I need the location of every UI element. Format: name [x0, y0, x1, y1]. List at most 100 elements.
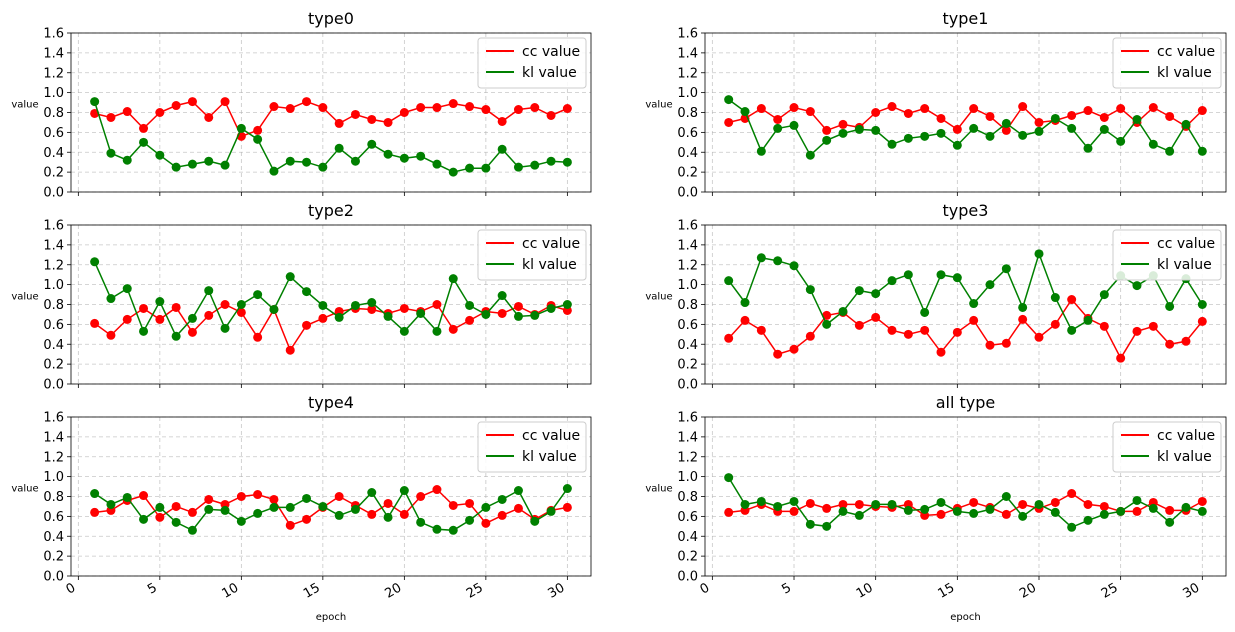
- data-point: [969, 315, 979, 325]
- data-point: [285, 272, 295, 282]
- data-point: [920, 504, 930, 514]
- y-axis-label: value: [645, 100, 672, 111]
- data-point: [822, 319, 832, 329]
- data-point: [838, 306, 848, 316]
- subplot-title: type1: [943, 9, 989, 28]
- data-point: [1165, 339, 1175, 349]
- data-point: [1148, 321, 1158, 331]
- data-point: [334, 312, 344, 322]
- legend: cc value kl value: [1112, 421, 1222, 473]
- data-point: [513, 503, 523, 513]
- data-point: [285, 520, 295, 530]
- y-tick-label: 0.0: [43, 378, 64, 393]
- data-point: [756, 325, 766, 335]
- data-point: [383, 149, 393, 159]
- data-point: [1099, 112, 1109, 122]
- data-point: [1018, 511, 1028, 521]
- data-point: [448, 274, 458, 284]
- data-point: [334, 143, 344, 153]
- y-tick-label: 1.0: [677, 470, 698, 485]
- data-point: [432, 300, 442, 309]
- legend: cc value kl value: [477, 421, 587, 473]
- data-point: [106, 330, 116, 340]
- y-tick-label: 1.4: [677, 46, 698, 61]
- y-axis-label: value: [11, 100, 38, 111]
- data-point: [399, 326, 409, 336]
- data-point: [724, 95, 734, 105]
- y-tick-label: 0.8: [677, 298, 698, 313]
- x-axis-label: epoch: [950, 612, 980, 623]
- data-point: [1034, 117, 1044, 127]
- data-point: [1050, 497, 1060, 507]
- data-point: [171, 101, 181, 111]
- data-point: [1001, 118, 1011, 128]
- data-point: [1132, 114, 1142, 124]
- y-tick-label: 0.4: [677, 530, 698, 545]
- subplot-3: 0.0 0.2 0.4 0.6 0.8 1.0 1.2 1.4 1.6 type3 value cc …: [645, 201, 1227, 393]
- x-tick-label: 10: [220, 580, 242, 601]
- data-point: [334, 510, 344, 520]
- data-point: [399, 153, 409, 163]
- data-point: [1034, 126, 1044, 136]
- data-point: [106, 148, 116, 158]
- data-point: [871, 289, 881, 299]
- data-point: [854, 286, 864, 296]
- data-point: [1067, 110, 1077, 120]
- data-point: [1197, 506, 1207, 516]
- data-point: [1034, 499, 1044, 509]
- data-point: [1165, 301, 1175, 311]
- data-point: [497, 510, 507, 520]
- data-point: [465, 300, 475, 310]
- data-point: [285, 104, 295, 114]
- data-point: [448, 167, 458, 177]
- y-tick-label: 1.6: [677, 27, 698, 42]
- data-point: [90, 97, 100, 107]
- data-point: [887, 276, 897, 286]
- data-point: [871, 312, 881, 322]
- data-point: [465, 102, 475, 112]
- data-point: [969, 123, 979, 133]
- data-point: [122, 492, 132, 502]
- legend-entry: kl value: [1157, 257, 1212, 273]
- data-point: [1099, 124, 1109, 134]
- y-tick-label: 1.0: [43, 470, 64, 485]
- data-point: [1132, 495, 1142, 505]
- data-point: [789, 120, 799, 130]
- data-point: [903, 270, 913, 280]
- data-point: [1050, 293, 1060, 303]
- y-tick-label: 1.2: [43, 450, 64, 465]
- axes-frame: [70, 224, 592, 385]
- y-tick-label: 1.6: [43, 219, 64, 234]
- data-point: [1034, 332, 1044, 342]
- data-point: [1067, 489, 1077, 499]
- data-point: [854, 320, 864, 330]
- data-point: [838, 128, 848, 138]
- data-point: [1165, 111, 1175, 121]
- data-point: [952, 327, 962, 337]
- data-point: [187, 313, 197, 323]
- subplot-4: 0.0 0.2 0.4 0.6 0.8 1.0 1.2 1.4 1.6 0 5 10 15 20 25 30 t…: [11, 393, 592, 623]
- data-point: [1181, 502, 1191, 512]
- data-point: [789, 496, 799, 506]
- data-point: [139, 491, 149, 501]
- data-point: [383, 117, 393, 127]
- data-point: [448, 99, 458, 109]
- data-point: [481, 309, 491, 319]
- data-point: [805, 107, 815, 117]
- data-point: [399, 486, 409, 496]
- data-point: [887, 102, 897, 112]
- data-point: [838, 119, 848, 129]
- y-axis-label: value: [645, 292, 672, 303]
- data-point: [90, 489, 100, 499]
- data-point: [253, 490, 263, 500]
- x-tick-label: 10: [854, 580, 876, 601]
- data-point: [854, 510, 864, 520]
- data-point: [448, 525, 458, 535]
- data-point: [155, 108, 165, 117]
- data-point: [1099, 290, 1109, 300]
- y-tick-label: 0.6: [43, 510, 64, 525]
- data-point: [854, 124, 864, 134]
- data-point: [952, 506, 962, 516]
- data-point: [562, 502, 572, 512]
- y-axis-label: value: [11, 484, 38, 495]
